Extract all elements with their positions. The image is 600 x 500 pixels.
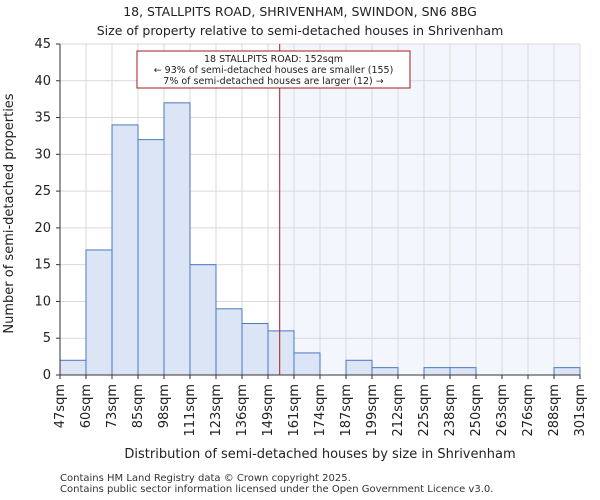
bar-47sqm bbox=[59, 359, 87, 376]
x-tick-label-19: 288sqm bbox=[547, 384, 562, 437]
x-tick-label-18: 276sqm bbox=[521, 384, 536, 437]
x-tick-label-17: 263sqm bbox=[495, 384, 510, 437]
x-tick-label-1: 60sqm bbox=[79, 384, 94, 428]
x-tick-label-12: 199sqm bbox=[365, 384, 380, 437]
y-tick-label-4: 20 bbox=[34, 221, 51, 236]
x-tick-label-20: 301sqm bbox=[573, 384, 588, 437]
y-axis-title: Number of semi-detached properties bbox=[2, 93, 17, 333]
bar-73sqm bbox=[111, 124, 139, 376]
bar-111sqm bbox=[189, 264, 217, 376]
y-tick-label-3: 15 bbox=[34, 258, 51, 273]
x-tick-label-6: 123sqm bbox=[209, 384, 224, 437]
bar-60sqm bbox=[85, 249, 113, 376]
bar-136sqm bbox=[241, 323, 269, 376]
footer-line-1: Contains HM Land Registry data © Crown c… bbox=[60, 473, 351, 484]
y-tick-label-6: 30 bbox=[34, 147, 51, 162]
x-tick-label-15: 238sqm bbox=[443, 384, 458, 437]
bar-123sqm bbox=[215, 308, 243, 376]
x-axis-title: Distribution of semi-detached houses by … bbox=[124, 447, 515, 462]
bar-288sqm bbox=[553, 367, 581, 376]
x-tick-label-5: 111sqm bbox=[183, 384, 198, 437]
annotation-line-2: ← 93% of semi-detached houses are smalle… bbox=[154, 65, 394, 76]
x-tick-label-13: 212sqm bbox=[391, 384, 406, 437]
x-tick-label-7: 136sqm bbox=[235, 384, 250, 437]
y-tick-label-2: 10 bbox=[34, 294, 51, 309]
x-tick-label-14: 225sqm bbox=[417, 384, 432, 437]
x-tick-label-10: 174sqm bbox=[313, 384, 328, 437]
x-tick-label-3: 85sqm bbox=[131, 384, 146, 428]
y-tick-label-7: 35 bbox=[34, 111, 51, 126]
bar-149sqm bbox=[267, 330, 295, 376]
annotation-box bbox=[136, 50, 411, 89]
bar-85sqm bbox=[137, 139, 165, 376]
x-tick-label-9: 161sqm bbox=[287, 384, 302, 437]
chart-title-block: 18, STALLPITS ROAD, SHRIVENHAM, SWINDON,… bbox=[0, 2, 600, 40]
attribution-footer: Contains HM Land Registry data © Crown c… bbox=[60, 473, 493, 495]
annotation-line-3: 7% of semi-detached houses are larger (1… bbox=[163, 76, 383, 87]
footer-line-2: Contains public sector information licen… bbox=[60, 484, 494, 495]
y-tick-label-0: 0 bbox=[43, 368, 51, 383]
x-tick-label-2: 73sqm bbox=[105, 384, 120, 428]
chart-title: 18, STALLPITS ROAD, SHRIVENHAM, SWINDON,… bbox=[123, 4, 477, 19]
bar-187sqm bbox=[345, 359, 373, 376]
x-tick-label-0: 47sqm bbox=[53, 384, 68, 428]
x-tick-label-8: 149sqm bbox=[261, 384, 276, 437]
annotation-line-1: 18 STALLPITS ROAD: 152sqm bbox=[204, 54, 343, 65]
y-tick-label-1: 5 bbox=[43, 331, 51, 346]
y-tick-label-5: 25 bbox=[34, 184, 51, 199]
chart-subtitle: Size of property relative to semi-detach… bbox=[96, 23, 504, 38]
bar-98sqm bbox=[163, 102, 191, 376]
x-tick-label-11: 187sqm bbox=[339, 384, 354, 437]
bar-161sqm bbox=[293, 352, 321, 376]
x-tick-label-4: 98sqm bbox=[157, 384, 172, 428]
x-tick-label-16: 250sqm bbox=[469, 384, 484, 437]
bar-225sqm bbox=[423, 367, 451, 376]
bar-199sqm bbox=[371, 367, 399, 376]
bar-238sqm bbox=[449, 367, 477, 376]
y-tick-label-8: 40 bbox=[34, 74, 51, 89]
highlight-region bbox=[279, 44, 580, 375]
y-tick-label-9: 45 bbox=[34, 37, 51, 52]
marker-annotation: 18 STALLPITS ROAD: 152sqm← 93% of semi-d… bbox=[136, 50, 411, 89]
